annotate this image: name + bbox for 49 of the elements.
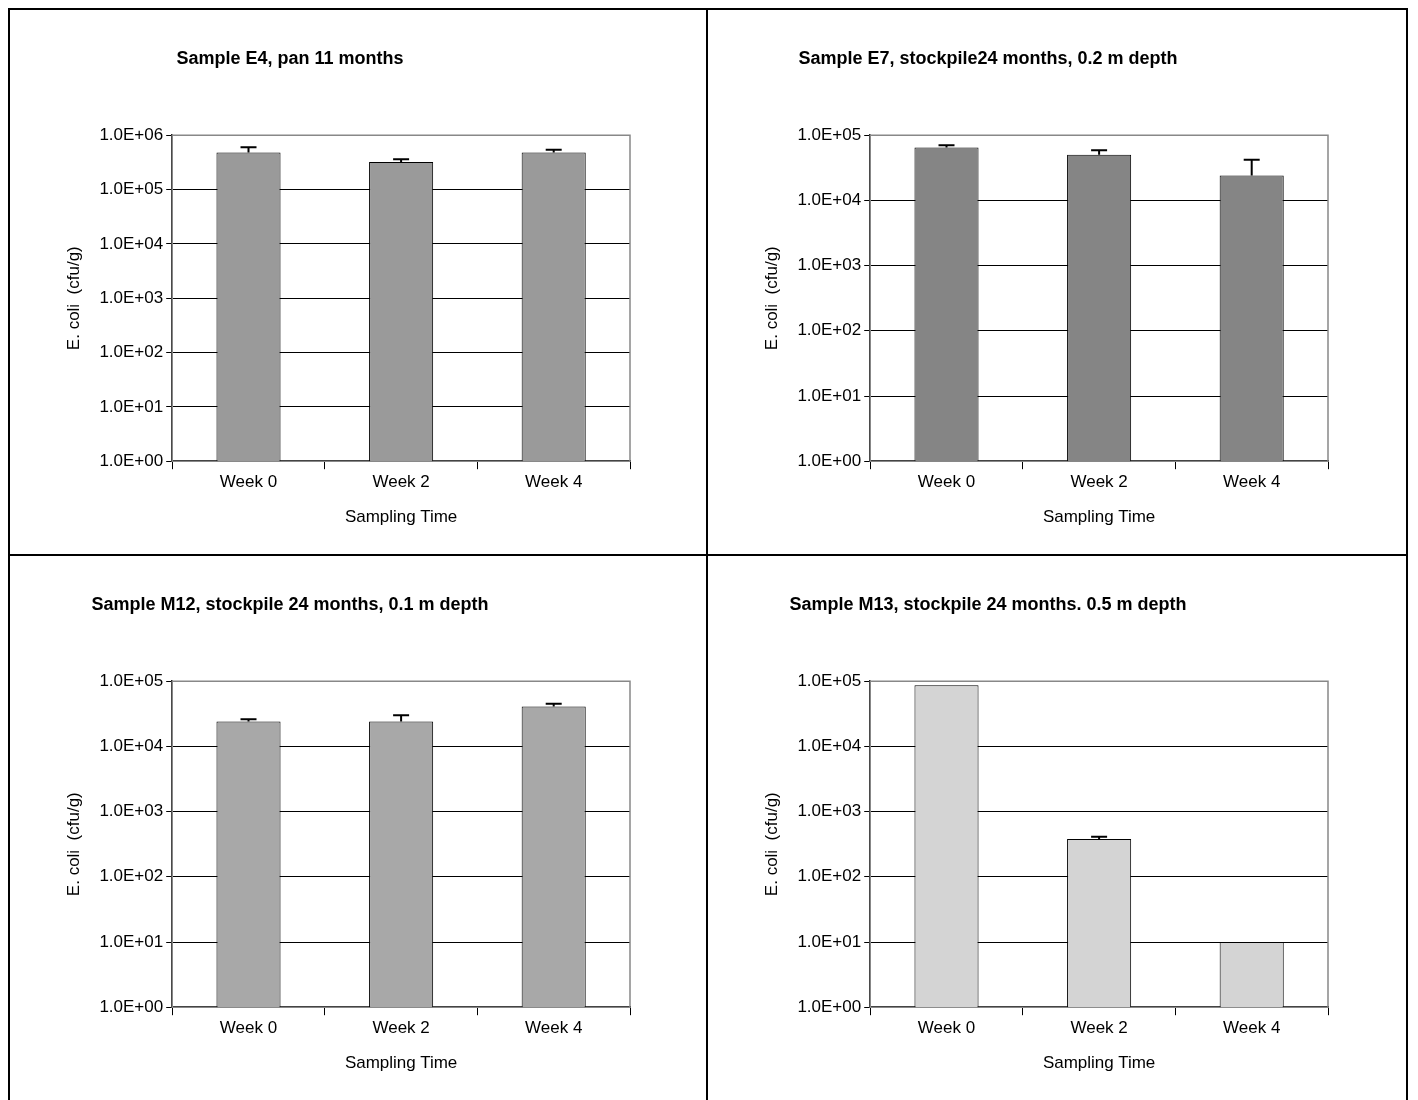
x-tick-label: Week 2 [372,1018,430,1038]
y-axis-title: E. coli (cfu/g) [63,246,83,351]
x-tick-label: Week 0 [917,1018,976,1038]
x-tick-label: Week 0 [917,472,976,492]
y-tick-label: 1.0E+03 [99,287,164,307]
y-tick-label: 1.0E+04 [99,736,164,756]
y-tick-label: 1.0E+02 [99,342,164,362]
x-tick-label: Week 2 [372,472,430,492]
y-tick-label: 1.0E+00 [99,450,164,470]
x-axis-title: Sampling Time [1042,1053,1156,1073]
x-tick-label: Week 4 [525,472,583,492]
y-tick-label: 1.0E+01 [99,931,164,951]
y-tick-label: 1.0E+03 [797,801,862,821]
y-tick-label: 1.0E+02 [797,866,862,886]
chart-title: Sample M12, stockpile 24 months, 0.1 m depth [90,593,490,616]
y-tick-label: 1.0E+05 [99,670,164,690]
y-tick-label: 1.0E+04 [797,190,862,210]
y-tick-label: 1.0E+05 [797,124,862,144]
y-tick-label: 1.0E+03 [797,255,862,275]
y-axis-title: E. coli (cfu/g) [761,246,781,351]
x-tick-label: Week 4 [1223,472,1281,492]
y-tick-label: 1.0E+01 [797,385,862,405]
y-tick-label: 1.0E+05 [99,179,164,199]
y-tick-label: 1.0E+02 [99,866,164,886]
chart-title: Sample M13, stockpile 24 months. 0.5 m depth [788,593,1188,616]
x-tick-label: Week 0 [219,1018,278,1038]
y-tick-label: 1.0E+03 [99,801,164,821]
y-tick-label: 1.0E+00 [797,996,862,1016]
x-axis-title: Sampling Time [1042,507,1156,527]
x-tick-label: Week 0 [219,472,278,492]
x-tick-label: Week 4 [1223,1018,1281,1038]
y-tick-label: 1.0E+05 [797,670,862,690]
y-axis-title: E. coli (cfu/g) [761,792,781,897]
y-tick-label: 1.0E+00 [99,996,164,1016]
y-tick-label: 1.0E+02 [797,320,862,340]
y-tick-label: 1.0E+04 [99,233,164,253]
x-tick-label: Week 2 [1070,1018,1128,1038]
chart-title: Sample E4, pan 11 months [175,47,405,70]
y-tick-label: 1.0E+01 [99,396,164,416]
y-tick-label: 1.0E+01 [797,931,862,951]
x-axis-title: Sampling Time [344,1053,458,1073]
y-tick-label: 1.0E+00 [797,450,862,470]
chart-title: Sample E7, stockpile24 months, 0.2 m depth [797,47,1179,70]
x-tick-label: Week 4 [525,1018,583,1038]
y-tick-label: 1.0E+06 [99,124,164,144]
y-axis-title: E. coli (cfu/g) [63,792,83,897]
x-tick-label: Week 2 [1070,472,1128,492]
y-tick-label: 1.0E+04 [797,736,862,756]
x-axis-title: Sampling Time [344,507,458,527]
